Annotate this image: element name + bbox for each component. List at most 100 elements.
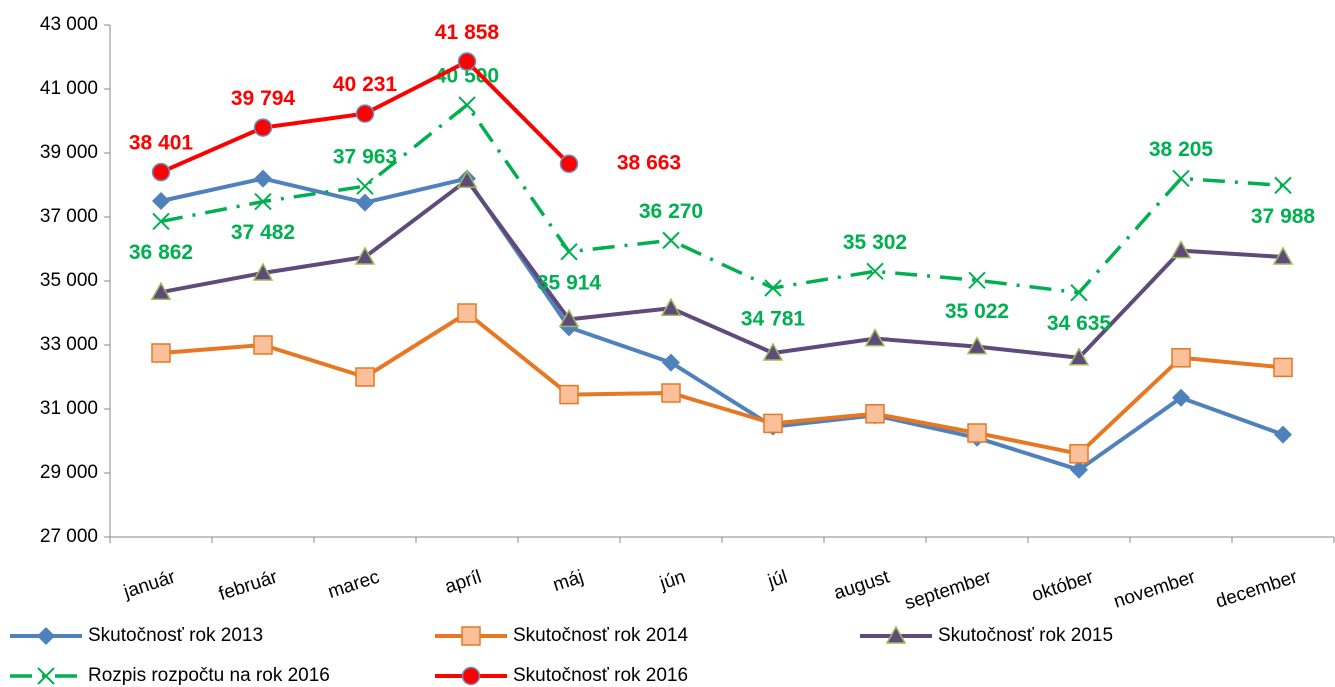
marker (456, 169, 478, 188)
line (160, 178, 1284, 360)
marker (763, 413, 783, 434)
x-tick-label: júl (765, 567, 791, 593)
marker (457, 303, 477, 323)
marker (559, 154, 579, 174)
value-label: 37 963 (333, 146, 397, 169)
marker (461, 666, 481, 686)
y-tick-label: 43 000 (40, 14, 98, 35)
value-label: 37 988 (1251, 205, 1316, 228)
marker (865, 404, 885, 424)
marker (1171, 348, 1191, 368)
value-label: 34 781 (741, 308, 806, 331)
legend-item: Skutočnosť rok 2013 (10, 625, 263, 646)
marker (967, 423, 987, 443)
value-label: 41 858 (435, 21, 500, 44)
value-label: 38 205 (1149, 138, 1214, 161)
marker (254, 169, 272, 188)
marker (1273, 357, 1293, 378)
marker (1070, 460, 1088, 479)
marker (152, 212, 170, 231)
y-tick-label: 39 000 (40, 142, 98, 163)
marker (152, 192, 170, 210)
marker (1068, 347, 1090, 366)
value-label: 38 401 (129, 132, 194, 155)
marker (1170, 240, 1192, 259)
marker (355, 104, 375, 123)
marker (662, 231, 680, 250)
marker (1172, 388, 1190, 407)
y-tick-label: 37 000 (40, 206, 98, 227)
value-label: 35 914 (537, 271, 602, 294)
x-tick-label: január (120, 566, 178, 603)
line (160, 176, 1284, 472)
line (160, 311, 1284, 456)
marker (1070, 283, 1088, 302)
marker (885, 625, 907, 644)
x-tick-label: máj (550, 567, 586, 596)
value-label: 37 482 (231, 221, 295, 244)
legend-item: Skutočnosť rok 2014 (435, 625, 688, 646)
value-label: 35 302 (843, 231, 907, 254)
y-tick-label: 31 000 (40, 398, 98, 419)
marker (150, 281, 172, 300)
x-tick-label: august (831, 566, 892, 604)
x-tick-label: jún (657, 567, 689, 595)
value-label: 39 794 (231, 87, 296, 110)
marker (253, 335, 273, 355)
series (152, 169, 1292, 479)
marker (558, 308, 580, 328)
marker (966, 336, 988, 355)
y-tick-label: 27 000 (40, 526, 98, 547)
line (160, 103, 1284, 295)
value-label: 34 635 (1047, 312, 1112, 335)
series: 38 401 39 794 40 231 41 858 38 663 (129, 21, 681, 182)
x-tick-label: október (1029, 566, 1096, 606)
marker (458, 96, 476, 114)
marker (1274, 425, 1292, 444)
marker (355, 367, 375, 387)
marker (37, 667, 55, 685)
value-label: 36 270 (639, 200, 703, 223)
marker (1172, 169, 1190, 188)
x-tick-label: december (1213, 566, 1300, 612)
marker (560, 243, 578, 261)
marker (559, 384, 579, 405)
marker (661, 383, 681, 403)
marker (151, 162, 171, 182)
marker (660, 297, 682, 316)
marker (764, 279, 782, 297)
legend-label: Skutočnosť rok 2014 (513, 625, 688, 646)
x-tick-label: september (902, 566, 995, 614)
marker (252, 262, 274, 281)
value-label: 40 231 (333, 73, 398, 96)
legend-item: Skutočnosť rok 2015 (860, 625, 1113, 646)
marker (151, 343, 171, 363)
marker (254, 192, 272, 211)
y-tick-label: 33 000 (40, 334, 98, 355)
marker (356, 193, 374, 212)
legend-item: Skutočnosť rok 2016 (435, 665, 688, 686)
marker (968, 271, 986, 290)
marker (762, 342, 784, 361)
marker (37, 627, 55, 645)
legend-label: Skutočnosť rok 2013 (88, 625, 263, 646)
legend-label: Skutočnosť rok 2016 (513, 665, 688, 686)
legend-label: Rozpis rozpočtu na rok 2016 (88, 665, 330, 686)
series (150, 169, 1294, 366)
marker (253, 118, 273, 137)
marker (354, 246, 376, 265)
value-label: 35 022 (945, 300, 1009, 323)
marker (1069, 444, 1089, 464)
legend-label: Skutočnosť rok 2015 (938, 625, 1113, 646)
x-tick-label: november (1111, 566, 1198, 612)
marker (1274, 176, 1292, 195)
series (151, 303, 1293, 464)
value-label: 38 663 (617, 151, 681, 174)
value-label: 36 862 (129, 241, 193, 264)
marker (461, 626, 481, 646)
x-tick-label: marec (325, 567, 382, 603)
x-tick-label: február (216, 566, 280, 605)
marker (1272, 246, 1294, 265)
